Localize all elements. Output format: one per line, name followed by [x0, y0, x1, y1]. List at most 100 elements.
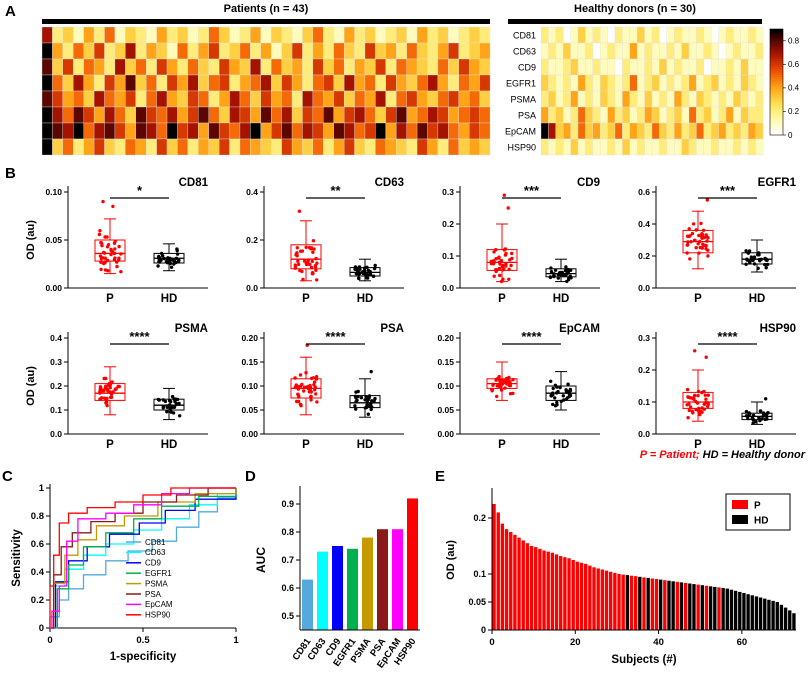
svg-text:0.1: 0.1	[50, 405, 62, 415]
svg-text:P: P	[302, 293, 310, 305]
boxplot-cd81: 0.00 0.05 0.10 CD81 P HD * OD (au)	[25, 177, 209, 305]
svg-text:CD81: CD81	[145, 538, 166, 547]
donors-header-bar	[508, 19, 762, 24]
panel-a-label: A	[5, 3, 16, 20]
svg-text:0.20: 0.20	[241, 333, 258, 343]
heatmap-row-label: CD81	[513, 31, 536, 41]
svg-text:0.10: 0.10	[437, 381, 454, 391]
svg-text:0.15: 0.15	[241, 357, 258, 367]
svg-text:1: 1	[233, 635, 239, 646]
svg-text:0.8: 0.8	[281, 527, 294, 537]
panel-c-label: C	[2, 468, 13, 485]
svg-text:PSA: PSA	[145, 590, 162, 599]
svg-text:****: ****	[521, 329, 542, 344]
svg-text:0.1: 0.1	[473, 569, 486, 579]
boxplot-cd63: 0.0 0.2 0.4 CD63 P HD **	[246, 177, 404, 305]
svg-text:CD9: CD9	[145, 559, 162, 568]
note-patient-text: P = Patient;	[639, 449, 700, 461]
svg-text:HD: HD	[161, 293, 178, 305]
svg-text:P: P	[754, 501, 761, 512]
svg-text:CD63: CD63	[145, 548, 166, 557]
heatmap-canvas: CD81 CD63 CD9 EGFR1 PSMA PSA EpCAM HSP90 0.8 0.6 0…	[41, 26, 800, 156]
patients-title: Patients (n = 43)	[223, 3, 309, 15]
svg-text:0.7: 0.7	[281, 555, 294, 565]
svg-text:0.0: 0.0	[638, 283, 650, 293]
note-donor-text: HD = Healthy donor	[702, 449, 805, 461]
svg-text:****: ****	[717, 329, 738, 344]
svg-text:0.10: 0.10	[45, 187, 62, 197]
svg-text:HD: HD	[553, 439, 570, 451]
svg-text:0.05: 0.05	[468, 597, 486, 607]
svg-text:0.00: 0.00	[45, 283, 62, 293]
svg-text:0.00: 0.00	[241, 429, 258, 439]
svg-text:**: **	[330, 183, 341, 198]
svg-text:0.8: 0.8	[788, 37, 800, 46]
svg-text:OD (au): OD (au)	[25, 220, 37, 260]
svg-text:P: P	[694, 439, 702, 451]
svg-text:HD: HD	[357, 439, 374, 451]
svg-text:0.1: 0.1	[442, 251, 454, 261]
svg-text:0.05: 0.05	[241, 405, 258, 415]
svg-text:0.3: 0.3	[50, 357, 62, 367]
svg-text:0.2: 0.2	[50, 381, 62, 391]
boxplot-psma: 0.0 0.1 0.2 0.3 0.4 PSMA P HD **** OD (au)	[25, 323, 208, 451]
svg-text:HD: HD	[754, 516, 768, 527]
svg-text:EGFR1: EGFR1	[145, 569, 172, 578]
panel-e-label: E	[435, 468, 446, 485]
panel-b-label: B	[5, 165, 16, 182]
svg-text:0.5: 0.5	[136, 635, 150, 646]
svg-text:P: P	[106, 439, 114, 451]
panel-d-label: D	[245, 468, 256, 485]
boxplot-cd9: 0.0 0.1 0.2 0.3 CD9 P HD ***	[442, 177, 600, 305]
svg-text:***: ***	[720, 183, 736, 198]
figure-key-note: P = Patient; HD = Healthy donor	[500, 449, 805, 461]
donors-title: Healthy donors (n = 30)	[574, 3, 696, 15]
svg-text:0: 0	[481, 625, 486, 635]
auc-chart: 0.50.60.70.80.9CD81CD63CD9EGFR1PSMAPSAEp…	[254, 486, 420, 670]
svg-text:P: P	[694, 293, 702, 305]
svg-text:0.2: 0.2	[638, 365, 650, 375]
svg-text:0.2: 0.2	[473, 513, 486, 523]
svg-text:0.4: 0.4	[788, 84, 800, 93]
svg-text:0.0: 0.0	[50, 429, 62, 439]
heatmap-row-label: EpCAM	[505, 127, 536, 137]
svg-text:0.0: 0.0	[442, 283, 454, 293]
svg-text:0.05: 0.05	[437, 405, 454, 415]
svg-text:0: 0	[47, 635, 52, 646]
svg-text:Sensitivity: Sensitivity	[11, 529, 23, 587]
svg-text:0.0: 0.0	[246, 283, 258, 293]
svg-text:CD9: CD9	[577, 177, 600, 189]
svg-text:0: 0	[788, 131, 793, 140]
svg-text:1: 1	[39, 483, 45, 494]
svg-text:P: P	[302, 439, 310, 451]
svg-text:0: 0	[39, 623, 44, 634]
boxplot-hsp90: 0.0 0.1 0.2 0.3 HSP90 P HD ****	[638, 323, 796, 451]
svg-text:0.4: 0.4	[50, 333, 62, 343]
svg-text:0.6: 0.6	[281, 583, 294, 593]
svg-text:HD: HD	[749, 293, 766, 305]
svg-text:0.2: 0.2	[246, 235, 258, 245]
heatmap-row-label: CD63	[513, 47, 536, 57]
svg-text:20: 20	[570, 637, 581, 648]
svg-text:****: ****	[325, 329, 346, 344]
svg-text:OD (au): OD (au)	[25, 366, 37, 406]
svg-text:0.8: 0.8	[31, 511, 44, 522]
heatmap-row-label: PSMA	[510, 95, 536, 105]
svg-text:60: 60	[737, 637, 748, 648]
svg-text:40: 40	[653, 637, 664, 648]
svg-text:0.6: 0.6	[788, 60, 800, 69]
svg-text:0.3: 0.3	[442, 187, 454, 197]
svg-text:0.00: 0.00	[437, 429, 454, 439]
svg-text:CD63: CD63	[375, 177, 404, 189]
svg-text:0.6: 0.6	[31, 539, 44, 550]
svg-text:0.4: 0.4	[246, 187, 258, 197]
heatmap-row-label: PSA	[518, 111, 536, 121]
boxplot-epcam: 0.00 0.05 0.10 0.15 0.20 EpCAM P HD ****	[437, 323, 600, 451]
svg-text:0.2: 0.2	[442, 219, 454, 229]
svg-text:0.2: 0.2	[788, 107, 800, 116]
heatmap-row-label: HSP90	[507, 143, 536, 153]
svg-text:HD: HD	[357, 293, 374, 305]
boxplot-egfr1: 0.0 0.2 0.4 0.6 EGFR1 P HD ***	[638, 177, 796, 305]
svg-text:****: ****	[129, 329, 150, 344]
